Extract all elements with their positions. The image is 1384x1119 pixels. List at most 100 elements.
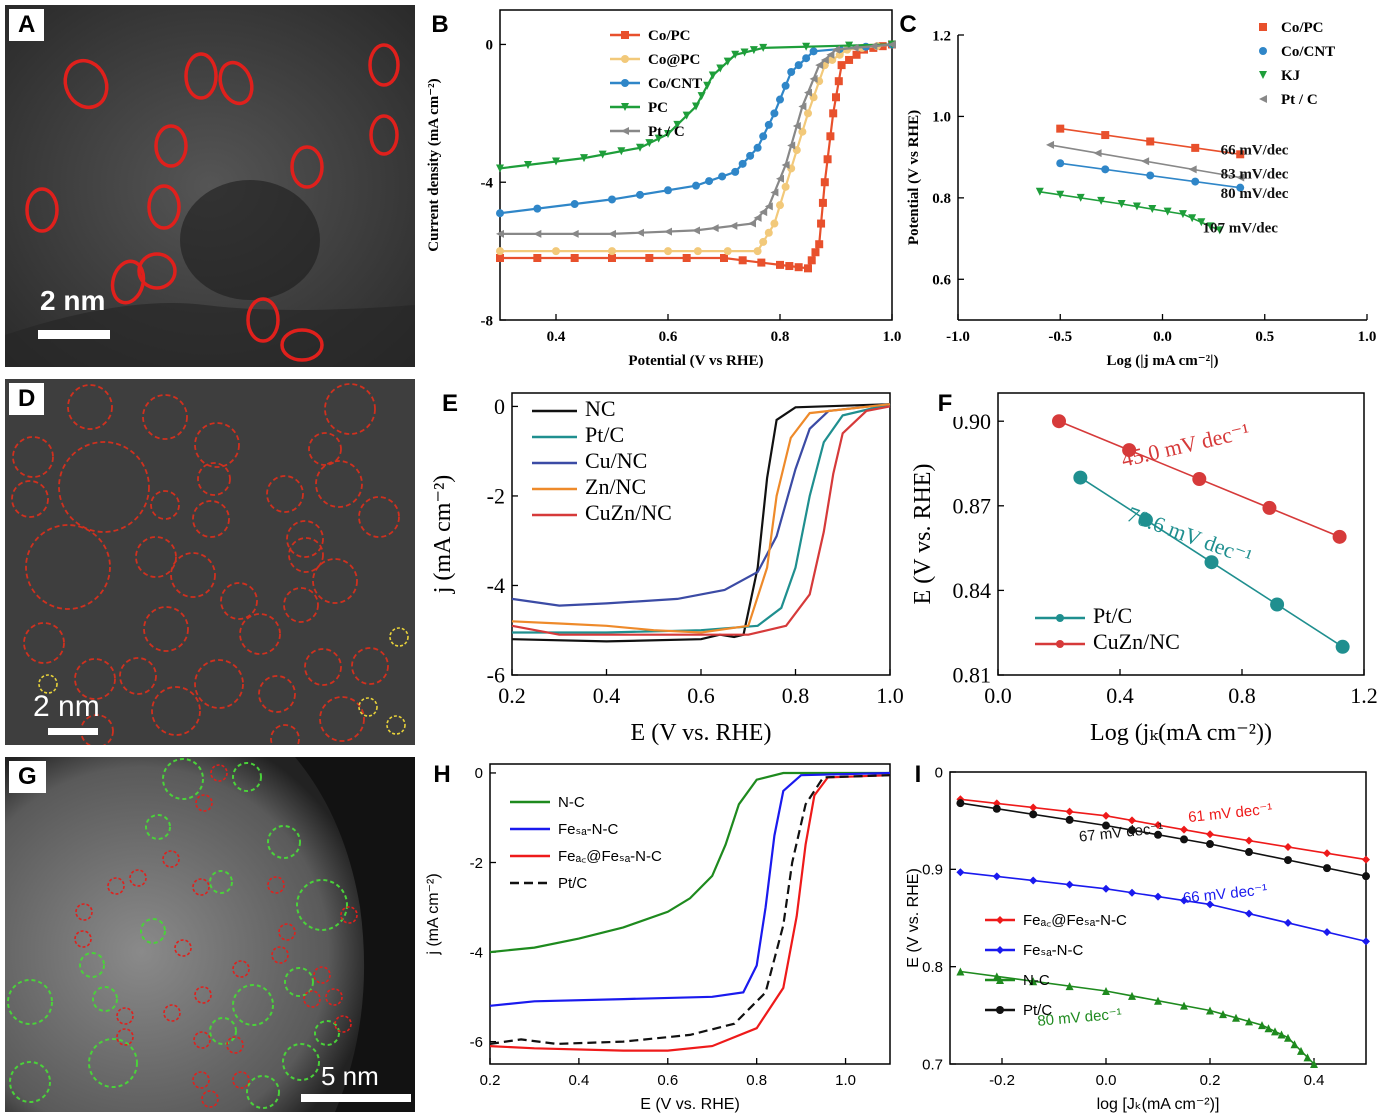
data-point <box>570 254 579 262</box>
data-point <box>654 134 663 143</box>
data-point <box>1236 150 1245 159</box>
data-point <box>749 46 758 55</box>
x-tick-label: 0.8 <box>746 1072 767 1089</box>
chart-b: 0.4 0.6 0.8 1.0 -8 -4 0 Potential (V vs RHE) Cur… <box>420 0 910 375</box>
y-tick-label: 0.6 <box>932 273 951 289</box>
data-point <box>770 219 779 228</box>
data-point <box>1056 190 1065 199</box>
data-point <box>570 200 579 209</box>
data-point <box>1206 222 1215 231</box>
x-axis-label: E (V vs. RHE) <box>640 1096 740 1113</box>
chart-h-svg: 0.2 0.4 0.6 0.8 1.0 -6 -4 -2 0 E (V vs. RHE) j (mA… <box>425 758 891 1113</box>
data-point <box>798 102 807 111</box>
data-point <box>720 254 728 262</box>
legend: Co/PC Co/CNT KJ Pt / C <box>1259 20 1335 108</box>
data-point <box>1102 811 1110 820</box>
data-point <box>1215 226 1224 235</box>
data-point <box>664 247 672 256</box>
series-4 <box>496 40 896 238</box>
data-point <box>823 155 832 164</box>
legend-label: PC <box>648 100 668 116</box>
data-point <box>552 247 560 256</box>
data-point <box>1046 140 1055 149</box>
series-2 <box>496 40 896 218</box>
slope-annotation: 61 mV dec⁻¹ <box>1187 800 1273 826</box>
legend-marker <box>1259 23 1267 31</box>
data-point <box>845 41 854 50</box>
x-tick-label: 0.8 <box>771 329 790 345</box>
data-point <box>692 181 700 190</box>
data-point <box>496 229 504 238</box>
data-point <box>1264 1024 1273 1033</box>
data-point <box>1192 472 1207 487</box>
legend-label: Co/CNT <box>1281 44 1335 60</box>
series-1 <box>489 771 891 1007</box>
data-point <box>1128 826 1136 835</box>
data-point <box>753 143 762 152</box>
data-point <box>738 256 747 265</box>
legend-label: Pt/C <box>585 422 624 447</box>
chart-f: 0.0 0.4 0.8 1.2 0.81 0.84 0.87 0.90 Log (jₖ(mA c… <box>900 375 1384 750</box>
y-tick-label: -8 <box>481 313 494 329</box>
x-tick-label: 0.8 <box>1228 683 1256 708</box>
data-point <box>776 260 784 269</box>
chart-e: 0.2 0.4 0.6 0.8 1.0 -6 -4 -2 0 E (V vs. RHE) j (mA… <box>420 375 910 750</box>
series-line <box>1039 191 1221 232</box>
y-axis-label: j (mA cm⁻²) <box>425 873 442 955</box>
data-point <box>664 130 672 138</box>
data-point <box>869 42 878 51</box>
data-point <box>1122 443 1137 458</box>
data-point <box>496 247 504 256</box>
legend-marker <box>1259 95 1267 103</box>
legend-label: Feₐ꜀@Feₛₐ-N-C <box>558 848 662 865</box>
data-point <box>1101 165 1110 174</box>
data-point <box>1197 218 1206 227</box>
data-point <box>718 172 727 181</box>
x-tick-label: 0.2 <box>480 1072 501 1089</box>
y-tick-label: -2 <box>487 484 505 509</box>
data-point <box>956 967 965 976</box>
legend-label: NC <box>585 396 616 421</box>
x-tick-label: 0.6 <box>659 329 678 345</box>
data-point <box>636 143 644 152</box>
x-tick-label: 1.2 <box>1350 683 1378 708</box>
data-point <box>1258 1021 1266 1030</box>
x-tick-label: 0.0 <box>1153 329 1172 345</box>
panel-letter-box <box>428 758 458 788</box>
series-1 <box>1056 159 1245 192</box>
data-point <box>1102 987 1110 995</box>
data-point <box>645 139 654 148</box>
series-0 <box>496 40 896 273</box>
data-point <box>1323 928 1331 937</box>
x-axis-label: Potential (V vs RHE) <box>628 353 763 369</box>
series-2 <box>489 774 891 1052</box>
data-point <box>1029 876 1038 885</box>
data-point <box>1101 131 1110 140</box>
data-point <box>1191 143 1200 152</box>
panel-a-micrograph: 2 nm A <box>5 5 415 367</box>
data-point <box>1290 1040 1299 1049</box>
y-tick-label: -6 <box>487 663 505 688</box>
data-point <box>552 157 560 166</box>
data-point <box>792 121 801 130</box>
data-point <box>1310 1060 1318 1068</box>
series-line <box>489 774 891 1046</box>
data-point <box>1206 900 1214 909</box>
series-0 <box>956 795 1370 864</box>
panel-label-g: G <box>9 761 46 793</box>
y-tick-label: 1.0 <box>932 110 951 126</box>
data-point <box>787 141 796 150</box>
data-point <box>1271 1027 1279 1036</box>
chart-e-svg: 0.2 0.4 0.6 0.8 1.0 -6 -4 -2 0 E (V vs. RHE) j (mA… <box>430 387 904 746</box>
series-line <box>511 403 891 634</box>
series-line <box>511 403 891 607</box>
data-point <box>1128 888 1136 897</box>
plot-frame <box>949 771 1367 1065</box>
data-point <box>826 132 835 141</box>
data-point <box>1065 880 1074 889</box>
data-point <box>1284 1033 1292 1042</box>
legend-label: Pt/C <box>1023 1002 1052 1019</box>
data-point <box>1065 815 1074 824</box>
x-tick-label: 0.0 <box>1096 1072 1117 1089</box>
data-point <box>1132 202 1141 211</box>
